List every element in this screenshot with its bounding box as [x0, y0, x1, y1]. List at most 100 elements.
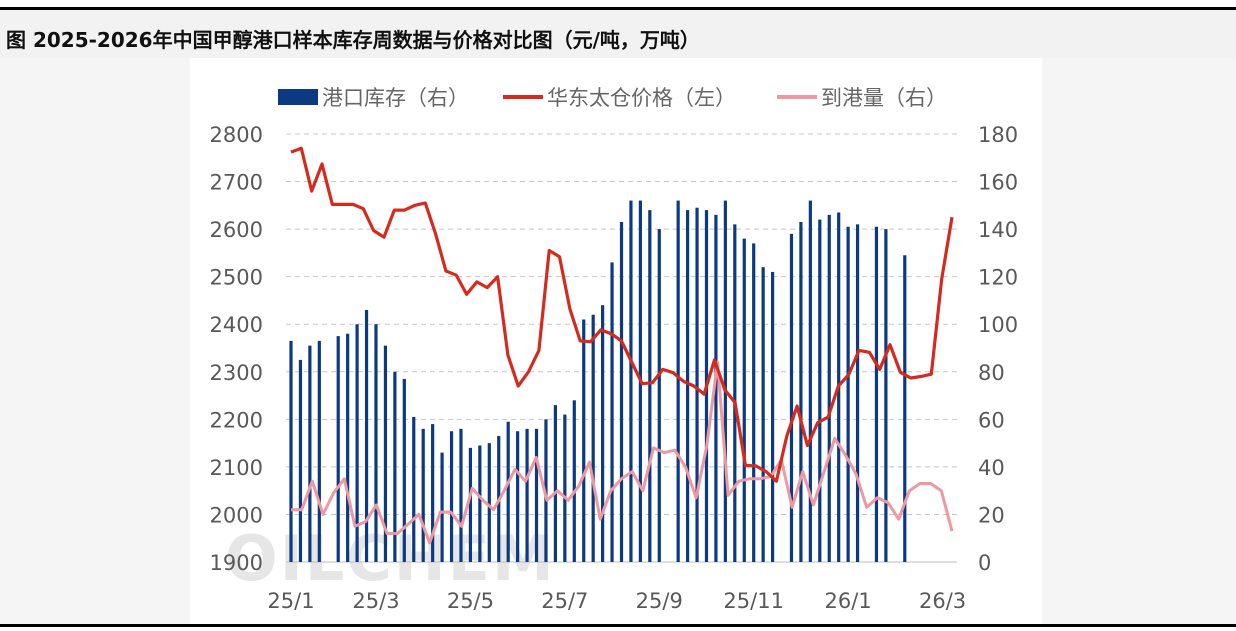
inventory-bar	[563, 414, 567, 562]
inventory-bar	[874, 226, 879, 562]
inventory-bar	[601, 305, 605, 562]
inventory-bar	[610, 262, 614, 562]
title-bar	[0, 10, 1236, 58]
legend-swatch-price	[503, 95, 543, 99]
x-tick-label: 25/5	[447, 589, 494, 613]
x-tick-label: 25/1	[267, 589, 314, 613]
bottom-rule	[0, 624, 1236, 627]
legend-label-inventory: 港口库存（右）	[322, 86, 469, 110]
inventory-bar	[686, 210, 690, 563]
inventory-bar	[298, 359, 303, 562]
y-right-tick-label: 20	[978, 503, 1005, 527]
inventory-bar	[657, 229, 661, 562]
inventory-bar	[346, 333, 350, 562]
inventory-bar	[534, 428, 539, 562]
inventory-bar	[487, 443, 491, 562]
legend-swatch-arrivals	[777, 95, 817, 99]
y-left-tick-label: 2400	[210, 313, 263, 337]
x-tick-label: 25/11	[723, 589, 784, 613]
y-left-tick-label: 1900	[210, 551, 263, 575]
inventory-bar	[742, 238, 746, 562]
inventory-bar	[648, 210, 652, 563]
inventory-bar	[676, 200, 680, 563]
inventory-bar	[789, 233, 794, 562]
inventory-bar	[572, 400, 576, 562]
x-tick-label: 26/1	[825, 589, 872, 613]
inventory-bar	[412, 416, 416, 562]
inventory-bar	[553, 405, 557, 562]
inventory-bar	[884, 229, 888, 562]
inventory-bar	[733, 224, 737, 562]
inventory-bar	[440, 452, 444, 562]
inventory-bar	[364, 309, 369, 562]
y-right-tick-label: 0	[978, 551, 991, 575]
inventory-bar	[818, 219, 822, 562]
chart-area	[190, 58, 1042, 624]
y-right-tick-label: 160	[978, 171, 1018, 195]
x-tick-label: 25/3	[352, 589, 399, 613]
top-rule	[0, 7, 1236, 10]
y-left-tick-label: 2000	[210, 503, 263, 527]
inventory-bar	[421, 428, 425, 562]
y-left-tick-label: 2700	[210, 171, 263, 195]
legend-swatch-inventory	[278, 89, 318, 105]
y-right-tick-label: 80	[978, 361, 1005, 385]
inventory-bar	[516, 431, 520, 562]
inventory-bar	[761, 267, 765, 562]
legend-item-inventory: 港口库存（右）	[278, 84, 469, 110]
inventory-bar	[459, 428, 463, 562]
inventory-bar	[827, 214, 831, 562]
inventory-bar	[723, 200, 727, 563]
inventory-bar	[402, 378, 406, 562]
y-left-tick-label: 2200	[210, 408, 263, 432]
inventory-bar	[770, 271, 775, 562]
y-right-tick-label: 100	[978, 313, 1018, 337]
inventory-bar	[799, 221, 803, 562]
arrivals-line	[291, 360, 954, 545]
legend-label-arrivals: 到港量（右）	[821, 86, 947, 110]
inventory-bar	[478, 445, 482, 562]
inventory-bar	[374, 324, 378, 562]
inventory-bar	[506, 421, 510, 562]
y-left-tick-label: 2500	[210, 266, 263, 290]
inventory-bar	[846, 226, 850, 562]
inventory-bar	[582, 319, 586, 562]
y-right-tick-label: 180	[978, 123, 1018, 147]
inventory-bar	[714, 214, 718, 562]
inventory-bar	[903, 255, 907, 562]
inventory-bar	[619, 221, 624, 562]
inventory-bar	[336, 336, 340, 562]
x-tick-label: 25/9	[636, 589, 683, 613]
inventory-bar	[808, 200, 812, 563]
legend-item-arrivals: 到港量（右）	[777, 84, 947, 110]
legend-label-price: 华东太仓价格（左）	[547, 86, 736, 110]
inventory-bar	[591, 314, 595, 562]
inventory-bar	[752, 243, 756, 562]
x-tick-label: 26/3	[919, 589, 966, 613]
y-left-tick-label: 2600	[210, 218, 263, 242]
y-right-tick-label: 120	[978, 266, 1018, 290]
left-margin-bg	[0, 58, 190, 624]
inventory-bar	[431, 424, 435, 562]
inventory-bar	[308, 345, 312, 562]
inventory-bar	[393, 371, 397, 562]
inventory-bar	[855, 224, 860, 562]
inventory-bar	[289, 340, 293, 562]
chart-title: 图 2025-2026年中国甲醇港口样本库存周数据与价格对比图（元/吨，万吨）	[6, 28, 700, 52]
y-right-tick-label: 140	[978, 218, 1018, 242]
y-left-tick-label: 2800	[210, 123, 263, 147]
price-line	[290, 146, 954, 483]
inventory-bar	[695, 207, 699, 562]
inventory-bar	[468, 447, 473, 562]
y-right-tick-label: 40	[978, 456, 1005, 480]
x-tick-label: 25/7	[541, 589, 588, 613]
inventory-bar	[525, 428, 529, 562]
legend-item-price: 华东太仓价格（左）	[503, 84, 736, 110]
y-right-tick-label: 60	[978, 408, 1005, 432]
y-left-tick-label: 2100	[210, 456, 263, 480]
inventory-bar	[629, 200, 633, 563]
y-left-tick-label: 2300	[210, 361, 263, 385]
inventory-bar	[355, 324, 359, 562]
inventory-bar	[317, 340, 321, 562]
